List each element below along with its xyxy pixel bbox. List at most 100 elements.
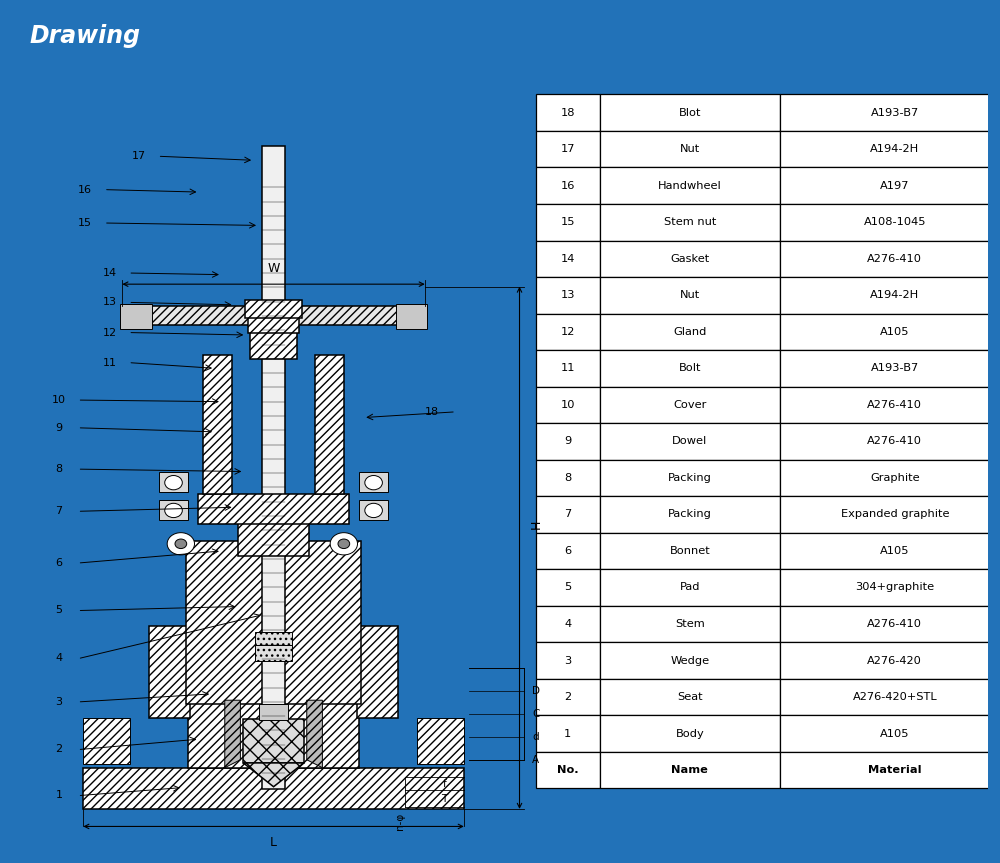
Text: A276-410: A276-410 — [867, 437, 922, 446]
Bar — [780, 642, 1000, 679]
Text: 10: 10 — [52, 395, 66, 405]
Text: 5: 5 — [564, 583, 571, 593]
Bar — [536, 715, 600, 752]
Bar — [159, 501, 188, 520]
Text: A276-410: A276-410 — [867, 619, 922, 629]
Bar — [780, 606, 1000, 642]
Text: 2: 2 — [564, 692, 571, 702]
Bar — [600, 570, 780, 606]
Bar — [417, 718, 464, 764]
Bar — [262, 146, 285, 789]
Bar — [600, 606, 780, 642]
Bar — [600, 460, 780, 496]
Circle shape — [330, 532, 358, 555]
Bar — [780, 167, 1000, 204]
Text: A276-420: A276-420 — [867, 656, 922, 665]
Polygon shape — [243, 763, 304, 787]
Text: A193-B7: A193-B7 — [871, 363, 919, 374]
Text: Stem: Stem — [675, 619, 705, 629]
Polygon shape — [307, 700, 322, 768]
Bar — [536, 131, 600, 167]
Bar — [243, 719, 304, 763]
Text: 17: 17 — [561, 144, 575, 154]
Text: 13: 13 — [561, 290, 575, 300]
Text: 6: 6 — [55, 557, 62, 568]
Text: 6: 6 — [564, 546, 571, 556]
Bar — [600, 642, 780, 679]
Circle shape — [165, 476, 182, 490]
Text: 15: 15 — [78, 218, 92, 228]
Bar — [159, 472, 188, 492]
Bar — [203, 355, 232, 494]
Bar — [536, 313, 600, 350]
Text: 9: 9 — [55, 423, 62, 433]
Text: Bolt: Bolt — [679, 363, 701, 374]
Bar — [198, 494, 349, 524]
Text: f: f — [442, 779, 446, 789]
Bar — [780, 460, 1000, 496]
Bar — [359, 472, 388, 492]
Text: A276-410: A276-410 — [867, 400, 922, 410]
Text: 12: 12 — [103, 328, 117, 337]
Bar — [600, 532, 780, 570]
Text: A194-2H: A194-2H — [870, 144, 919, 154]
Bar — [536, 241, 600, 277]
Text: No.: No. — [557, 765, 579, 775]
Text: 14: 14 — [561, 254, 575, 264]
Text: n-φ: n-φ — [395, 812, 405, 829]
Text: 1: 1 — [564, 728, 571, 739]
Text: 16: 16 — [561, 180, 575, 191]
Text: Handwheel: Handwheel — [658, 180, 722, 191]
Text: A197: A197 — [880, 180, 910, 191]
Bar — [536, 460, 600, 496]
Bar — [536, 606, 600, 642]
Circle shape — [167, 532, 195, 555]
Text: 7: 7 — [55, 507, 62, 516]
Bar — [188, 700, 359, 768]
Bar — [245, 300, 302, 318]
Text: Graphite: Graphite — [870, 473, 920, 483]
Text: A194-2H: A194-2H — [870, 290, 919, 300]
Text: H: H — [529, 520, 542, 529]
Bar — [536, 167, 600, 204]
Bar — [600, 679, 780, 715]
Bar — [780, 241, 1000, 277]
Bar — [780, 313, 1000, 350]
Text: Gland: Gland — [673, 327, 707, 337]
Bar — [536, 570, 600, 606]
Bar — [780, 679, 1000, 715]
Text: Body: Body — [675, 728, 704, 739]
Text: 11: 11 — [561, 363, 575, 374]
Text: 9: 9 — [564, 437, 571, 446]
Text: C: C — [532, 709, 540, 719]
Bar — [536, 679, 600, 715]
Text: A276-420+STL: A276-420+STL — [852, 692, 937, 702]
Bar — [780, 423, 1000, 460]
Text: Dowel: Dowel — [672, 437, 707, 446]
Bar — [600, 423, 780, 460]
Bar — [120, 304, 152, 330]
Bar — [238, 518, 309, 556]
Text: 4: 4 — [55, 653, 62, 663]
Bar — [83, 768, 464, 809]
Text: A108-1045: A108-1045 — [864, 217, 926, 227]
Bar — [780, 204, 1000, 241]
Text: Name: Name — [671, 765, 708, 775]
Bar — [536, 532, 600, 570]
Bar — [780, 131, 1000, 167]
Bar — [600, 313, 780, 350]
Bar — [250, 318, 297, 359]
Text: Nut: Nut — [680, 144, 700, 154]
Text: 17: 17 — [132, 151, 146, 161]
Bar — [149, 627, 190, 718]
Bar — [600, 167, 780, 204]
Text: 16: 16 — [78, 185, 92, 195]
Text: 14: 14 — [103, 268, 117, 278]
Bar — [600, 715, 780, 752]
Text: A105: A105 — [880, 546, 910, 556]
Text: 13: 13 — [103, 298, 117, 307]
Text: 3: 3 — [55, 696, 62, 707]
Text: Gasket: Gasket — [670, 254, 709, 264]
Circle shape — [365, 476, 382, 490]
Bar — [357, 627, 398, 718]
